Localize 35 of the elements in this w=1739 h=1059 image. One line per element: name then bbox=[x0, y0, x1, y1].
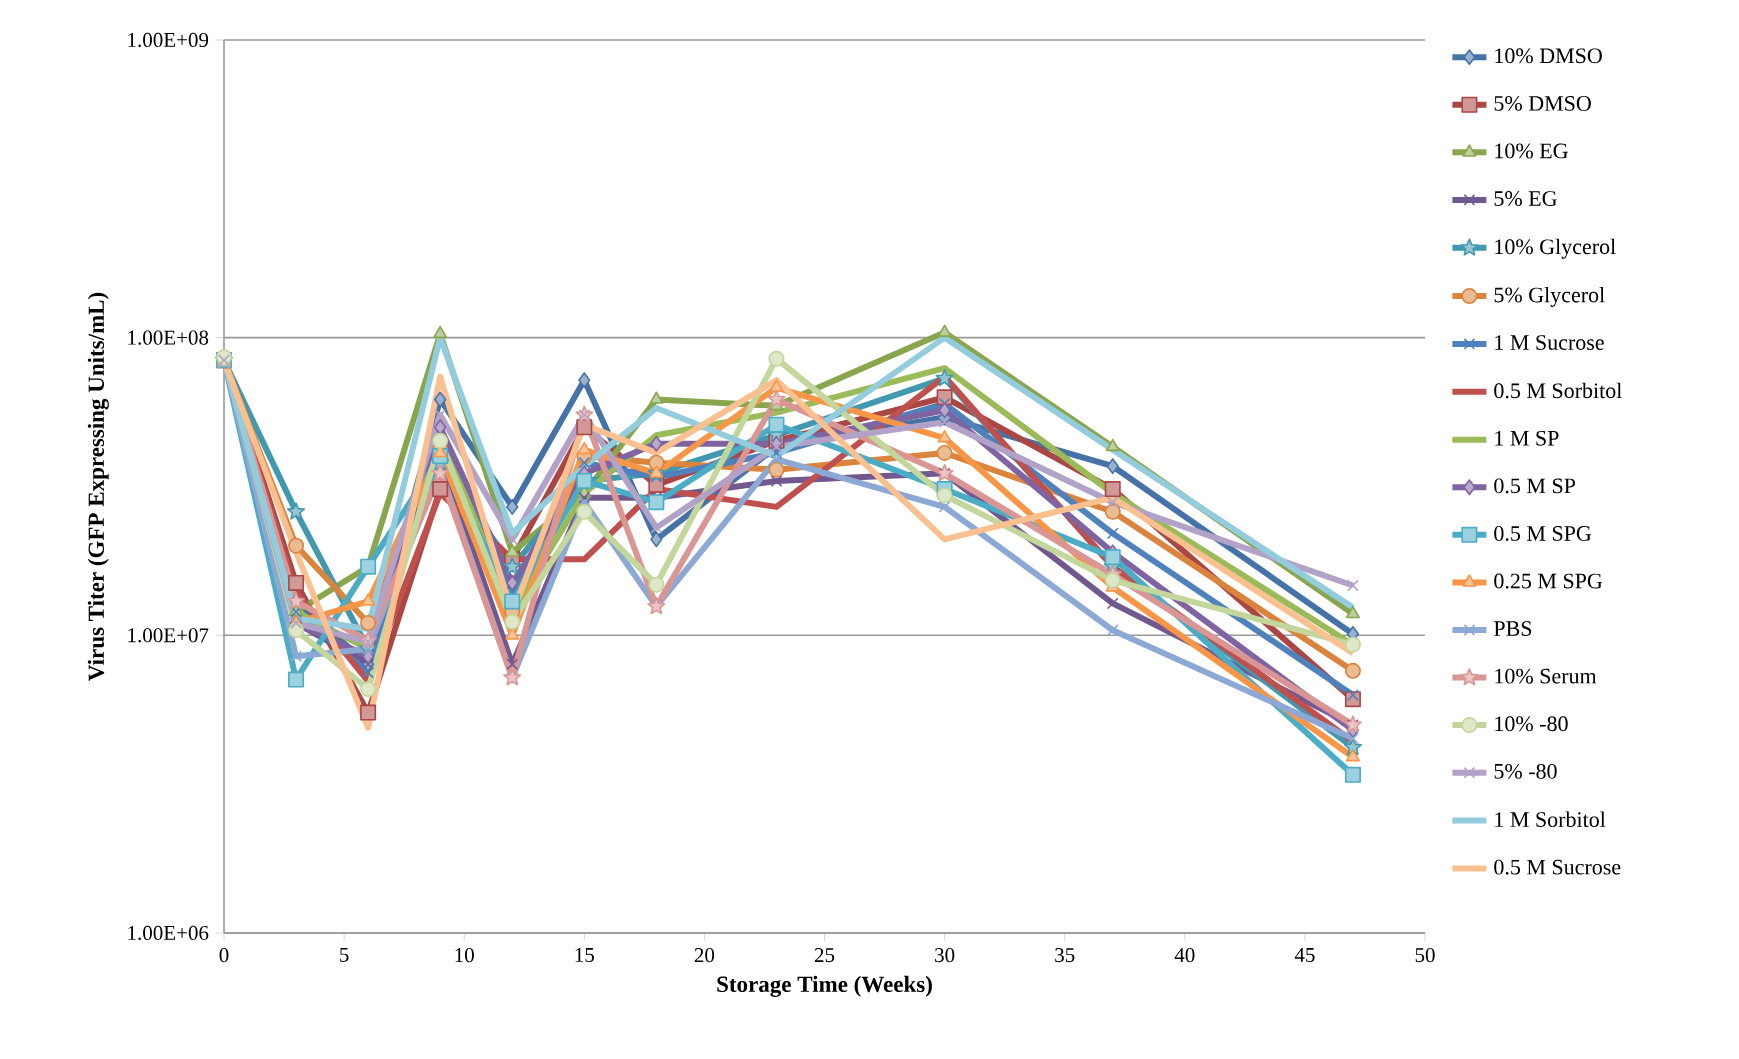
legend-label: PBS bbox=[1494, 621, 1532, 636]
legend-label: 5% DMSO bbox=[1494, 95, 1591, 111]
legend-label: 1 M Sorbitol bbox=[1495, 811, 1606, 827]
y-tick-label: 1.00E+07 bbox=[128, 628, 209, 643]
legend-label: 5% Glycerol bbox=[1494, 286, 1605, 307]
x-tick-label: 5 bbox=[340, 948, 349, 962]
legend-label: 0.5 M Sucrose bbox=[1494, 859, 1621, 875]
x-tick-label: 35 bbox=[1055, 948, 1075, 963]
x-tick-label: 40 bbox=[1174, 948, 1195, 963]
legend-label: 1 M Sucrose bbox=[1495, 335, 1604, 350]
x-tick-label: 25 bbox=[814, 948, 835, 963]
legend-label: 10% -80 bbox=[1495, 716, 1568, 732]
legend-label: 0.5 M Sorbitol bbox=[1494, 382, 1622, 399]
legend-label: 1 M SP bbox=[1495, 430, 1559, 446]
y-tick-label: 1.00E+09 bbox=[128, 32, 209, 48]
y-axis-title: Virus Titer (GFP Expressing Units/mL) bbox=[87, 292, 109, 681]
x-tick-label: 30 bbox=[935, 948, 955, 963]
x-tick-label: 0 bbox=[219, 948, 229, 963]
y-tick-label: 1.00E+08 bbox=[128, 330, 209, 345]
legend-label: 0.5 M SPG bbox=[1494, 526, 1592, 541]
x-tick-label: 10 bbox=[455, 948, 474, 963]
x-axis-title: Storage Time (Weeks) bbox=[717, 975, 932, 997]
legend-label: 0.25 M SPG bbox=[1494, 573, 1603, 589]
x-tick-label: 50 bbox=[1415, 948, 1435, 963]
legend-label: 5% EG bbox=[1494, 191, 1557, 207]
x-tick-label: 20 bbox=[694, 948, 715, 963]
legend-label: 10% Serum bbox=[1495, 668, 1597, 684]
legend-label: 10% EG bbox=[1495, 143, 1568, 159]
legend-label: 10% Glycerol bbox=[1495, 238, 1616, 259]
x-tick-label: 45 bbox=[1294, 948, 1315, 963]
legend-label: 0.5 M SP bbox=[1494, 478, 1576, 494]
legend-label: 10% DMSO bbox=[1495, 48, 1602, 64]
legend-label: 5% -80 bbox=[1494, 763, 1557, 779]
x-tick-label: 15 bbox=[575, 947, 594, 963]
y-tick-label: 1.00E+06 bbox=[128, 925, 209, 941]
